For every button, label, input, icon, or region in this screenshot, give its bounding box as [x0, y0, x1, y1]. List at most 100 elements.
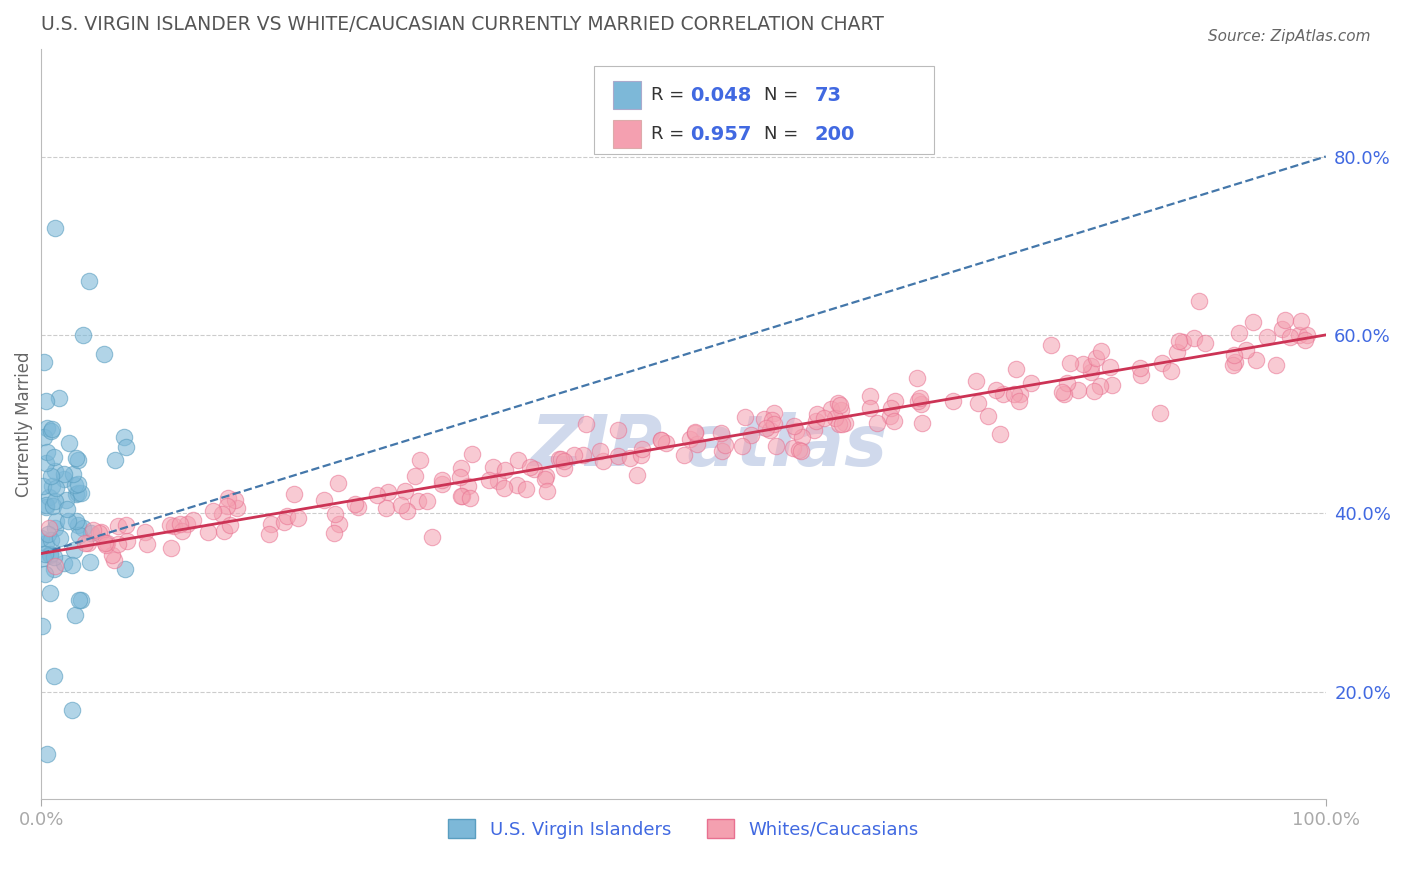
- Point: [260, 517, 283, 532]
- Point: [56, 514, 79, 528]
- Point: [1080, 365, 1102, 379]
- Point: [35, 394, 58, 409]
- Point: [1059, 356, 1081, 370]
- Point: [219, 517, 242, 532]
- Point: [115, 518, 138, 533]
- Point: [41, 421, 63, 435]
- Point: [39, 547, 62, 561]
- Point: [1129, 368, 1152, 382]
- Point: [1052, 384, 1074, 399]
- Point: [55, 493, 77, 508]
- Point: [575, 417, 598, 432]
- Point: [44, 562, 66, 576]
- Point: [534, 471, 557, 485]
- Point: [52, 472, 75, 486]
- Point: [52, 467, 75, 481]
- Point: [506, 452, 529, 467]
- Text: R =: R =: [651, 125, 690, 143]
- Point: [115, 533, 138, 548]
- Point: [72, 327, 94, 342]
- Point: [96, 537, 118, 551]
- Point: [907, 393, 929, 408]
- Point: [90, 524, 112, 539]
- Text: 0.957: 0.957: [690, 125, 751, 144]
- Point: [762, 406, 785, 420]
- Point: [347, 500, 370, 514]
- Point: [1152, 356, 1174, 370]
- Point: [820, 401, 842, 416]
- Point: [96, 536, 118, 550]
- Point: [39, 469, 62, 483]
- Point: [1073, 357, 1095, 371]
- Point: [169, 517, 191, 532]
- Point: [38, 490, 60, 504]
- Point: [53, 556, 76, 570]
- Point: [1004, 362, 1026, 376]
- Point: [32, 354, 55, 368]
- Point: [404, 469, 426, 483]
- Point: [782, 441, 804, 455]
- Point: [211, 507, 233, 521]
- Point: [785, 425, 807, 439]
- Point: [44, 559, 66, 574]
- Point: [69, 593, 91, 607]
- Point: [536, 484, 558, 499]
- Point: [41, 533, 63, 548]
- Point: [41, 478, 63, 492]
- Point: [655, 435, 678, 450]
- Point: [1090, 344, 1112, 359]
- Point: [523, 462, 546, 476]
- Point: [710, 426, 733, 441]
- Text: R =: R =: [651, 87, 690, 104]
- Point: [35, 500, 58, 515]
- Point: [883, 393, 905, 408]
- Point: [420, 530, 443, 544]
- Point: [160, 541, 183, 555]
- Point: [1160, 364, 1182, 378]
- Point: [276, 509, 298, 524]
- Point: [323, 508, 346, 522]
- Text: U.S. VIRGIN ISLANDER VS WHITE/CAUCASIAN CURRENTLY MARRIED CORRELATION CHART: U.S. VIRGIN ISLANDER VS WHITE/CAUCASIAN …: [41, 15, 884, 34]
- Text: ZIP atlas: ZIP atlas: [530, 412, 887, 481]
- Point: [406, 493, 429, 508]
- Point: [42, 499, 65, 513]
- Point: [212, 524, 235, 539]
- Point: [1223, 348, 1246, 362]
- Point: [163, 519, 186, 533]
- Point: [65, 477, 87, 491]
- Point: [711, 444, 734, 458]
- Point: [1101, 378, 1123, 392]
- Point: [755, 421, 778, 435]
- Bar: [613, 81, 641, 110]
- Point: [1244, 353, 1267, 368]
- Point: [1278, 330, 1301, 344]
- Point: [430, 476, 453, 491]
- Point: [572, 448, 595, 462]
- Point: [328, 475, 350, 490]
- Point: [56, 502, 79, 516]
- Point: [67, 527, 90, 541]
- Point: [486, 474, 509, 488]
- Point: [38, 586, 60, 600]
- Point: [82, 523, 104, 537]
- Point: [273, 516, 295, 530]
- Point: [396, 503, 419, 517]
- Point: [686, 437, 709, 451]
- Point: [1256, 330, 1278, 344]
- Point: [1227, 326, 1250, 340]
- Point: [461, 447, 484, 461]
- Point: [63, 607, 86, 622]
- Point: [35, 456, 58, 470]
- Point: [548, 452, 571, 467]
- Point: [515, 482, 537, 496]
- Point: [1129, 361, 1152, 376]
- Point: [79, 525, 101, 540]
- Point: [1083, 384, 1105, 398]
- Point: [44, 220, 66, 235]
- Point: [67, 592, 90, 607]
- Point: [1289, 313, 1312, 327]
- Point: [631, 442, 654, 457]
- Point: [759, 423, 782, 437]
- Point: [550, 452, 572, 467]
- Point: [48, 391, 70, 405]
